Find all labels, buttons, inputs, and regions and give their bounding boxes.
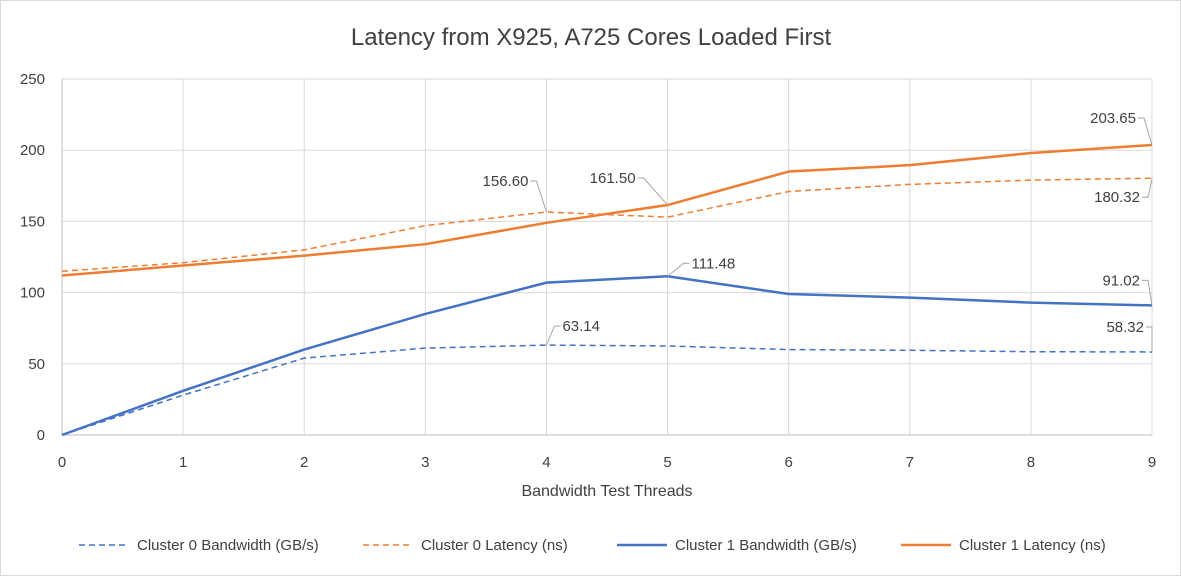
axes: 0 50 100 150 200 250 0 1 2 3 4 5 6 7 8 9 <box>20 71 1156 471</box>
series-line-2 <box>61 177 1153 272</box>
x-tick-label: 5 <box>663 454 671 471</box>
y-tick-label: 250 <box>20 71 45 88</box>
gridlines <box>62 78 1153 435</box>
x-tick-label: 1 <box>179 454 187 471</box>
x-tick-label: 4 <box>542 454 550 471</box>
data-label: 156.60 <box>483 173 529 190</box>
leader-line <box>637 177 668 206</box>
leader-line <box>1142 279 1153 306</box>
legend: Cluster 0 Bandwidth (GB/s) Cluster 0 Late… <box>79 537 1106 554</box>
y-tick-label: 150 <box>20 213 45 230</box>
legend-label: Cluster 0 Latency (ns) <box>421 537 568 554</box>
y-tick-label: 100 <box>20 285 45 302</box>
legend-label: Cluster 0 Bandwidth (GB/s) <box>137 537 319 554</box>
x-tick-label: 7 <box>906 454 914 471</box>
data-label: 91.02 <box>1102 272 1140 289</box>
x-tick-label: 8 <box>1027 454 1035 471</box>
series-line-3 <box>61 275 1153 437</box>
series-line-4 <box>61 143 1153 277</box>
y-tick-label: 50 <box>28 356 45 373</box>
data-label: 58.32 <box>1106 319 1144 336</box>
x-tick-label: 0 <box>58 454 66 471</box>
leader-line <box>530 180 547 213</box>
legend-label: Cluster 1 Bandwidth (GB/s) <box>675 537 857 554</box>
data-label: 111.48 <box>692 255 736 272</box>
x-tick-label: 6 <box>784 454 792 471</box>
data-label: 180.32 <box>1094 189 1140 206</box>
y-tick-label: 0 <box>37 427 45 444</box>
leader-line <box>1142 178 1153 198</box>
data-labels: 63.14 58.32 156.60 180.32 111.48 91.02 161.50 2… <box>483 110 1153 352</box>
x-tick-label: 2 <box>300 454 308 471</box>
data-label: 203.65 <box>1090 110 1136 127</box>
x-tick-label: 9 <box>1148 454 1156 471</box>
leader-line <box>1138 117 1153 146</box>
series-line-1 <box>61 344 1153 436</box>
series-lines <box>61 143 1153 437</box>
x-axis-title: Bandwidth Test Threads <box>521 483 692 500</box>
leader-line <box>1146 326 1153 352</box>
data-label: 63.14 <box>562 318 600 335</box>
leader-line <box>545 325 561 346</box>
x-tick-label: 3 <box>421 454 429 471</box>
legend-label: Cluster 1 Latency (ns) <box>959 537 1106 554</box>
chart-title: Latency from X925, A725 Cores Loaded Fir… <box>351 24 832 51</box>
data-label: 161.50 <box>590 170 636 187</box>
leader-line <box>667 262 690 277</box>
y-tick-label: 200 <box>20 142 45 159</box>
